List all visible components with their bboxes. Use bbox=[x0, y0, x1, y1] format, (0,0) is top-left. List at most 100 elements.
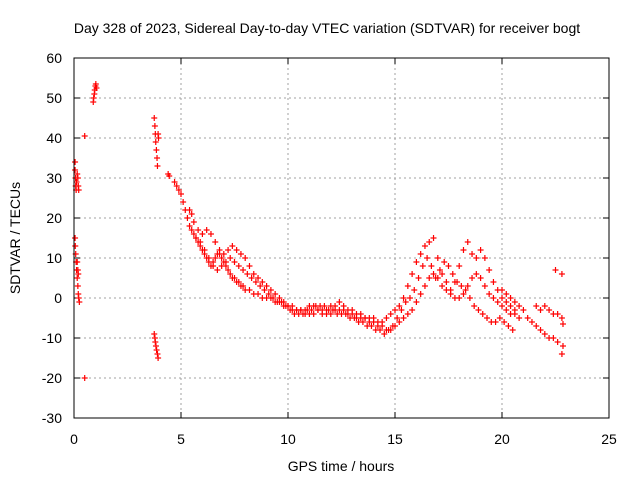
data-point bbox=[481, 283, 488, 289]
y-tick-label: 40 bbox=[46, 130, 62, 146]
chart-title: Day 328 of 2023, Sidereal Day-to-day VTE… bbox=[74, 20, 580, 36]
data-point bbox=[503, 291, 510, 297]
x-tick-label: 25 bbox=[601, 431, 617, 447]
data-point bbox=[229, 243, 236, 249]
data-point bbox=[558, 315, 565, 321]
x-tick-label: 20 bbox=[494, 431, 510, 447]
data-point bbox=[466, 295, 473, 301]
data-point bbox=[456, 263, 463, 269]
data-point bbox=[166, 173, 173, 179]
y-tick-label: 10 bbox=[46, 250, 62, 266]
data-point bbox=[216, 247, 223, 253]
data-point bbox=[520, 307, 527, 313]
data-point bbox=[447, 287, 454, 293]
data-point bbox=[72, 235, 79, 241]
data-point bbox=[559, 343, 566, 349]
data-point bbox=[248, 275, 255, 281]
data-point bbox=[417, 291, 424, 297]
data-point bbox=[454, 279, 461, 285]
data-point bbox=[278, 299, 285, 305]
y-tick-label: 0 bbox=[54, 290, 62, 306]
data-point bbox=[218, 263, 225, 269]
data-point bbox=[72, 159, 79, 165]
data-point bbox=[192, 235, 199, 241]
data-point bbox=[250, 271, 257, 277]
data-point bbox=[421, 283, 428, 289]
data-point bbox=[212, 239, 219, 245]
data-point bbox=[469, 275, 476, 281]
data-point bbox=[207, 231, 214, 237]
data-point bbox=[265, 291, 272, 297]
data-point bbox=[188, 227, 195, 233]
data-point bbox=[210, 263, 217, 269]
data-point bbox=[559, 321, 566, 327]
data-point bbox=[503, 307, 510, 313]
data-point bbox=[75, 187, 82, 193]
data-point bbox=[421, 243, 428, 249]
data-point bbox=[225, 247, 232, 253]
data-point bbox=[499, 287, 505, 293]
data-point bbox=[409, 307, 416, 313]
data-point bbox=[242, 255, 249, 261]
data-point bbox=[558, 351, 565, 357]
data-point bbox=[533, 323, 540, 329]
data-point bbox=[255, 275, 262, 281]
y-tick-label: 20 bbox=[46, 210, 62, 226]
data-point bbox=[218, 255, 225, 261]
data-point bbox=[184, 215, 191, 221]
data-point bbox=[180, 199, 187, 205]
data-point bbox=[426, 239, 433, 245]
data-point bbox=[75, 271, 82, 277]
data-point bbox=[173, 183, 180, 189]
data-point bbox=[246, 287, 253, 293]
data-point bbox=[175, 187, 182, 193]
data-point bbox=[464, 239, 471, 245]
data-point bbox=[299, 311, 306, 317]
data-point bbox=[469, 251, 476, 257]
data-point bbox=[499, 295, 505, 301]
data-point bbox=[178, 191, 184, 197]
data-point bbox=[171, 179, 178, 185]
data-point bbox=[499, 303, 505, 309]
data-point bbox=[379, 319, 386, 325]
data-point bbox=[327, 311, 334, 317]
data-point bbox=[432, 275, 439, 281]
data-point bbox=[449, 271, 456, 277]
data-point bbox=[392, 307, 398, 313]
data-point bbox=[231, 275, 238, 281]
data-point bbox=[321, 303, 328, 309]
data-point bbox=[329, 307, 336, 313]
data-point bbox=[263, 283, 270, 289]
data-point bbox=[154, 155, 161, 161]
data-point bbox=[351, 315, 358, 321]
data-point bbox=[370, 315, 377, 321]
data-point bbox=[541, 331, 548, 337]
data-point bbox=[237, 251, 244, 257]
data-point bbox=[235, 263, 242, 269]
data-point bbox=[494, 299, 501, 305]
data-point bbox=[477, 275, 484, 281]
data-point bbox=[151, 331, 158, 337]
data-point bbox=[511, 299, 518, 305]
data-point bbox=[473, 255, 480, 261]
data-point bbox=[404, 283, 411, 289]
data-point bbox=[484, 315, 491, 321]
data-point bbox=[479, 311, 486, 317]
data-point bbox=[477, 247, 484, 253]
data-point bbox=[74, 175, 81, 181]
data-point bbox=[473, 271, 480, 277]
data-point bbox=[261, 287, 268, 293]
data-point bbox=[424, 255, 431, 261]
data-point bbox=[443, 279, 450, 285]
data-point bbox=[398, 307, 405, 313]
data-points bbox=[72, 81, 566, 381]
data-point bbox=[81, 375, 88, 381]
data-point bbox=[554, 311, 561, 317]
data-point bbox=[73, 179, 80, 185]
data-point bbox=[81, 133, 88, 139]
data-point bbox=[492, 319, 499, 325]
data-point bbox=[546, 307, 553, 313]
data-point bbox=[419, 263, 426, 269]
data-point bbox=[400, 315, 407, 321]
